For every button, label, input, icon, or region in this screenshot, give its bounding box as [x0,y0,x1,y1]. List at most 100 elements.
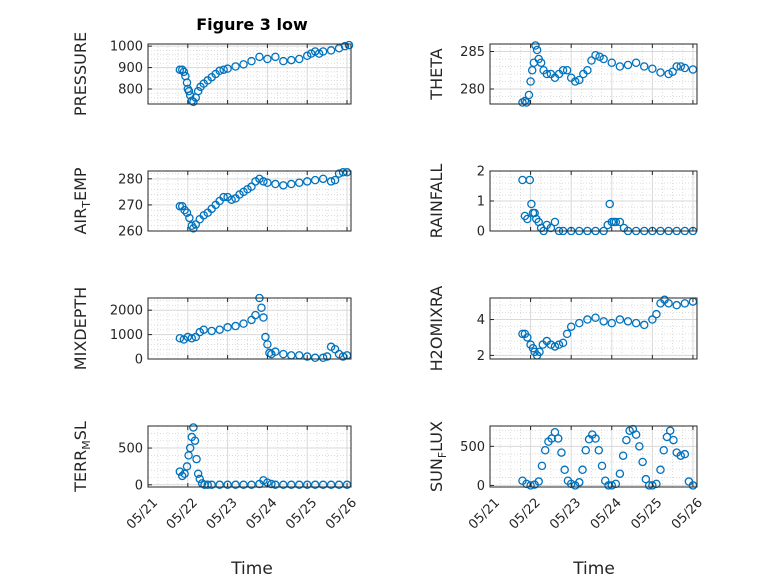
data-point [257,303,266,313]
data-point [180,205,189,215]
data-point [187,334,197,343]
data-point [334,169,344,178]
data-point [185,443,195,453]
data-point [523,214,532,224]
y-tick-label: 280 [118,172,143,187]
data-point [527,199,536,209]
data-point [680,299,690,308]
subplot-6: 2 4 H2OMIXRA [427,286,698,371]
data-point [295,480,304,490]
data-point [639,62,649,71]
data-point [550,342,560,351]
data-point [310,175,320,185]
x-axis-label-right: Time [572,559,615,579]
data-point [536,58,546,68]
data-point [279,480,288,490]
data-point [558,338,568,348]
data-point [193,469,203,479]
data-point [554,340,564,349]
y-tick-label: 4 [477,313,485,328]
data-point [183,332,193,342]
data-point [271,347,280,356]
data-point [546,223,556,233]
y-axis-label: AIRTEMP [71,167,93,234]
data-point [251,310,260,320]
marker-group [175,40,354,107]
data-point [595,52,604,62]
data-point [587,56,596,65]
data-point [523,333,532,342]
data-point [530,208,539,218]
data-point [631,430,641,439]
y-tick-label: 0 [135,353,143,368]
data-point [524,90,534,100]
data-point [623,317,633,326]
y-tick-label: 500 [118,442,143,457]
data-point [279,181,288,190]
data-point [318,480,328,490]
data-point [540,445,550,455]
data-point [575,75,584,85]
data-point [680,63,690,73]
axes-box [489,425,698,488]
data-point [263,178,272,187]
data-point [623,60,633,70]
y-tick-label: 0 [135,478,143,493]
data-point [531,41,540,50]
data-point [535,347,544,357]
axes-box [147,170,352,232]
x-axis-label-left: Time [230,559,273,579]
subplot-5: 0 1000 2000 MIXDEPTH [71,287,352,370]
data-point [334,480,344,490]
data-point [287,179,296,189]
data-point [652,309,661,319]
data-point [534,477,543,486]
data-point [247,56,256,66]
data-point [618,451,628,460]
data-point [570,77,580,86]
data-point [271,480,280,490]
data-point [526,481,535,490]
data-point [219,65,228,74]
data-point [227,195,236,204]
data-point [550,217,560,227]
data-point [231,321,240,331]
data-point [255,52,264,62]
data-point [631,58,641,68]
data-point [546,340,556,349]
data-point [607,58,617,68]
plot-area [148,298,351,359]
data-point [631,318,641,328]
y-tick-label: 1000 [110,40,143,55]
data-point [271,179,280,189]
data-point [562,66,572,75]
data-point [215,325,224,334]
data-point [558,66,568,75]
data-point [575,478,584,487]
data-point [597,461,607,471]
y-tick-label: 2000 [110,304,143,319]
data-point [180,469,189,479]
data-point [566,322,576,331]
data-point [322,352,332,361]
data-point [182,462,192,471]
data-point [259,177,268,186]
data-point [664,299,673,308]
data-point [344,40,354,50]
y-axis-label: RAINFALL [427,164,446,239]
data-point [638,457,647,467]
data-point [599,317,608,326]
data-point [656,465,665,475]
data-point [525,175,535,185]
data-point [648,315,657,324]
data-point [177,65,187,74]
y-tick-label: 1000 [110,328,143,343]
data-point [668,67,677,77]
axes-box [147,425,352,488]
data-point [239,480,248,490]
data-point [203,480,212,490]
marker-group [175,423,352,490]
data-point [676,62,686,71]
data-point [247,480,256,490]
